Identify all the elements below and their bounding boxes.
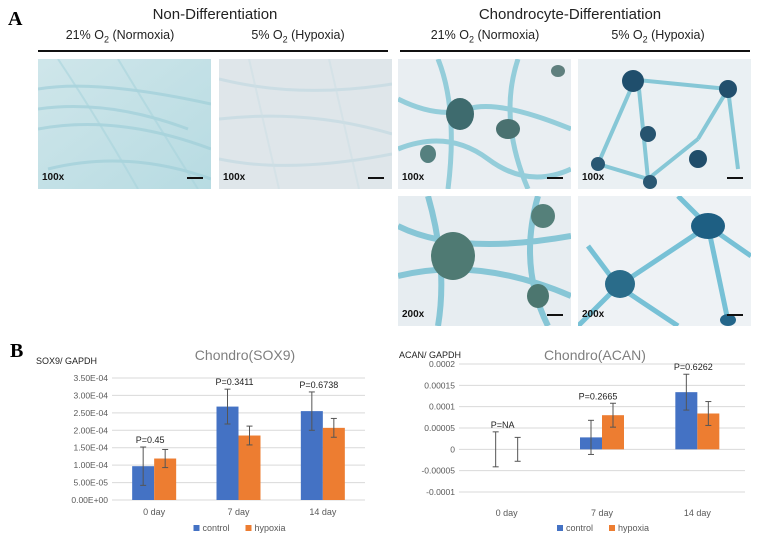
micrograph-nondiff-normoxia: 100x [38, 59, 211, 189]
bar-hypoxia [154, 458, 177, 500]
magnification-label: 100x [42, 172, 65, 183]
sox9-bar-chart: Chondro(SOX9) SOX9/ GAPDH 3.50E-04 3.00E-04… [36, 347, 365, 533]
condition-label: 5% O2 (Hypoxia) [611, 28, 705, 45]
scale-bar [547, 314, 563, 316]
micrograph-chondro-normoxia-200x: 200x [398, 196, 571, 326]
magnification-label: 200x [402, 309, 425, 320]
scale-bar [368, 177, 384, 179]
bar-hypoxia [697, 413, 720, 450]
condition-label: 21% O2 (Normoxia) [65, 28, 175, 45]
bar-control [216, 406, 239, 500]
y-tick-label: -0.00005 [421, 466, 455, 476]
panel-a-label: A [8, 8, 23, 30]
legend-swatch-control [557, 525, 563, 531]
legend-swatch-hypoxia [245, 525, 252, 531]
bar-hypoxia [322, 427, 345, 500]
x-tick-label: 7 day [591, 508, 614, 518]
p-value-annotation: P=0.3411 [215, 377, 253, 387]
scale-bar [727, 314, 743, 316]
y-axis-label: ACAN/ GAPDH [399, 350, 461, 360]
bar-control [300, 411, 323, 500]
p-value-annotation: P=0.6738 [299, 380, 338, 390]
bar-hypoxia [238, 435, 261, 500]
x-tick-label: 14 day [309, 507, 337, 517]
y-tick-label: 5.00E-05 [74, 478, 109, 488]
chart-title: Chondro(ACAN) [544, 347, 646, 363]
group-divider-line [38, 50, 388, 52]
y-tick-label: 0.0001 [429, 402, 455, 412]
y-tick-label: 1.00E-04 [74, 460, 109, 470]
p-value-annotation: P=0.6262 [674, 362, 713, 372]
scale-bar [727, 177, 743, 179]
legend-label-hypoxia: hypoxia [255, 523, 286, 533]
scale-bar [187, 177, 203, 179]
x-tick-label: 7 day [227, 507, 250, 517]
x-tick-label: 0 day [143, 507, 166, 517]
x-tick-label: 14 day [684, 508, 712, 518]
y-tick-label: 3.00E-04 [74, 390, 109, 400]
y-axis-label: SOX9/ GAPDH [36, 356, 97, 366]
y-tick-label: 0.0002 [429, 359, 455, 369]
magnification-label: 100x [402, 172, 425, 183]
magnification-label: 100x [223, 172, 246, 183]
chondrocyte-differentiation-title: Chondrocyte-Differentiation [478, 6, 662, 23]
non-differentiation-title: Non-Differentiation [152, 6, 278, 23]
y-tick-label: 2.50E-04 [74, 408, 109, 418]
legend-label-hypoxia: hypoxia [618, 523, 649, 533]
p-value-annotation: P=0.2665 [579, 391, 618, 401]
magnification-label: 200x [582, 309, 605, 320]
micrograph-nondiff-hypoxia: 100x [219, 59, 392, 189]
micrograph-chondro-hypoxia-100x: 100x [578, 59, 751, 189]
legend-swatch-hypoxia [609, 525, 615, 531]
legend-label-control: control [203, 523, 230, 533]
chart-title: Chondro(SOX9) [195, 347, 295, 363]
x-tick-label: 0 day [496, 508, 519, 518]
y-tick-label: 0.00015 [424, 380, 455, 390]
micrograph-chondro-normoxia-100x: 100x [398, 59, 571, 189]
bar-control [675, 392, 698, 450]
p-value-annotation: P=NA [491, 420, 515, 430]
condition-label: 5% O2 (Hypoxia) [251, 28, 345, 45]
condition-label: 21% O2 (Normoxia) [430, 28, 540, 45]
legend-swatch-control [193, 525, 200, 531]
y-tick-label: 0.00E+00 [71, 495, 108, 505]
panel-b-label: B [10, 340, 24, 362]
y-tick-label: 1.50E-04 [74, 443, 109, 453]
y-tick-label: 3.50E-04 [74, 373, 109, 383]
y-tick-label: 0.00005 [424, 423, 455, 433]
p-value-annotation: P=0.45 [136, 435, 165, 445]
magnification-label: 100x [582, 172, 605, 183]
legend-label-control: control [566, 523, 593, 533]
y-tick-label: -0.0001 [426, 487, 455, 497]
scale-bar [547, 177, 563, 179]
group-divider-line [400, 50, 750, 52]
y-tick-label: 2.00E-04 [74, 425, 109, 435]
bar-hypoxia [602, 415, 624, 450]
micrograph-chondro-hypoxia-200x: 200x [578, 196, 751, 326]
y-tick-label: 0 [450, 444, 455, 454]
